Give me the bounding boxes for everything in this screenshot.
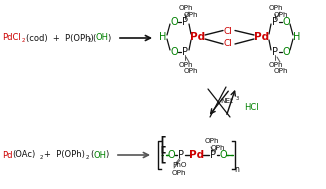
Text: +  P(OPh): + P(OPh): [44, 150, 85, 160]
Text: Pd: Pd: [254, 32, 270, 42]
Text: O: O: [170, 17, 178, 27]
Text: O: O: [167, 150, 175, 160]
Text: OPh: OPh: [184, 12, 198, 18]
Text: OPh: OPh: [274, 12, 288, 18]
Text: O: O: [282, 17, 290, 27]
Text: 2: 2: [22, 38, 25, 43]
Text: Pd: Pd: [2, 150, 12, 160]
Text: P: P: [210, 150, 216, 160]
Text: [: [: [159, 146, 167, 164]
Text: [: [: [159, 136, 167, 154]
Text: PhO: PhO: [172, 162, 186, 168]
Text: O: O: [282, 47, 290, 57]
Text: O: O: [219, 150, 227, 160]
Text: (OAc): (OAc): [12, 150, 35, 160]
Text: (cod)  +  P(OPh): (cod) + P(OPh): [26, 33, 94, 43]
Text: Pd: Pd: [190, 32, 206, 42]
Text: (: (: [92, 33, 95, 43]
Text: 2: 2: [40, 155, 43, 160]
Text: O: O: [170, 47, 178, 57]
Text: P: P: [182, 17, 188, 27]
Text: ): ): [105, 150, 108, 160]
Text: OPh: OPh: [172, 170, 186, 176]
Text: PdCl: PdCl: [2, 33, 21, 43]
Text: OPh: OPh: [184, 68, 198, 74]
Text: P: P: [178, 150, 184, 160]
Text: (: (: [90, 150, 93, 160]
Text: Cl: Cl: [224, 28, 232, 36]
Text: Pd: Pd: [189, 150, 204, 160]
Text: OPh: OPh: [205, 138, 219, 144]
Text: OH: OH: [96, 33, 109, 43]
Text: OPh: OPh: [179, 5, 193, 11]
Text: 2: 2: [86, 155, 90, 160]
Text: P: P: [272, 47, 278, 57]
Text: OH: OH: [94, 150, 107, 160]
Text: Cl: Cl: [224, 39, 232, 47]
Text: OPh: OPh: [274, 68, 288, 74]
Text: HCl: HCl: [244, 102, 259, 112]
Text: OPh: OPh: [179, 62, 193, 68]
Text: 3: 3: [236, 97, 239, 101]
Text: H: H: [293, 32, 301, 42]
Text: OPh: OPh: [269, 62, 283, 68]
Text: 2: 2: [88, 38, 92, 43]
Text: P: P: [182, 47, 188, 57]
Text: P: P: [272, 17, 278, 27]
Text: OPh: OPh: [211, 145, 225, 151]
Text: NEt: NEt: [220, 98, 233, 104]
Text: n: n: [235, 166, 239, 174]
Text: H: H: [159, 32, 167, 42]
Text: ): ): [107, 33, 110, 43]
Text: OPh: OPh: [269, 5, 283, 11]
